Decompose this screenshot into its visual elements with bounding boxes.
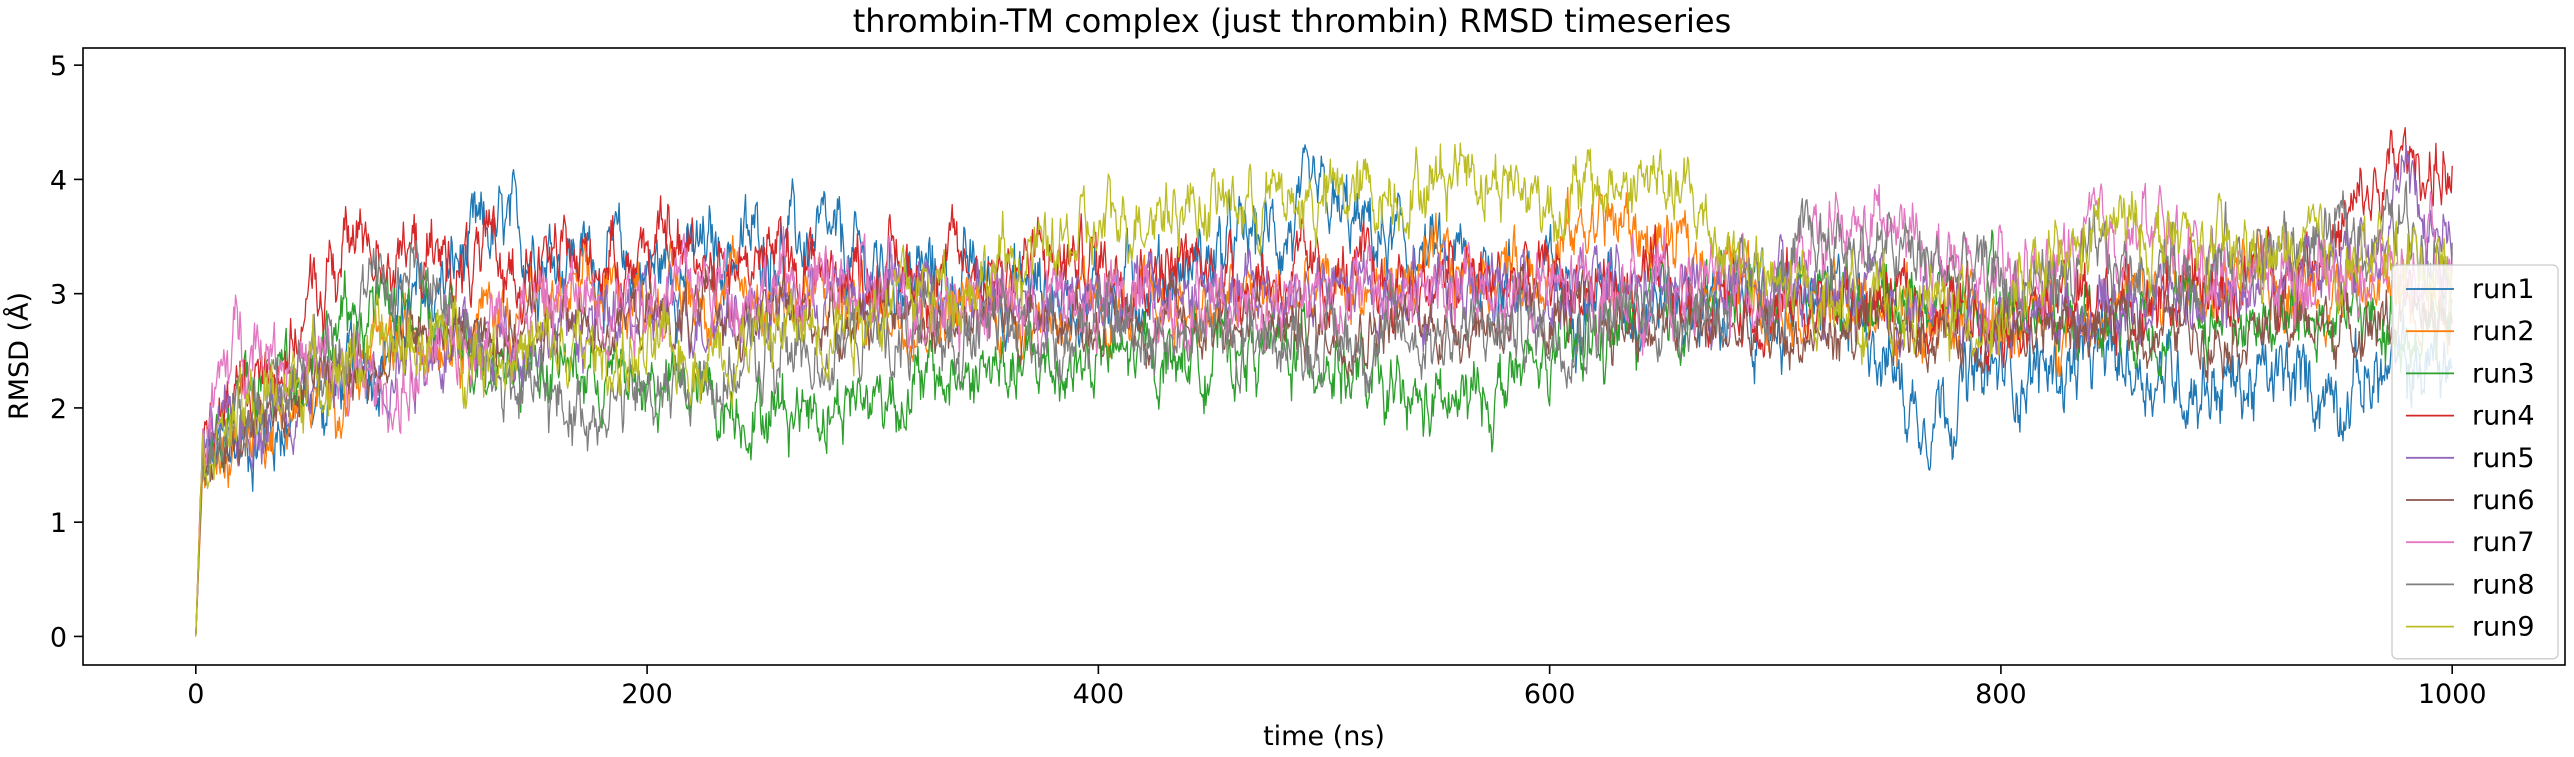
legend-label-run6: run6: [2472, 485, 2535, 516]
legend-label-run8: run8: [2472, 569, 2535, 600]
x-tick-label: 400: [1073, 679, 1125, 710]
y-tick-label: 2: [50, 394, 67, 425]
legend-label-run2: run2: [2472, 316, 2535, 347]
legend-box: [2391, 264, 2559, 660]
x-tick-label: 600: [1524, 679, 1576, 710]
legend-label-run5: run5: [2472, 443, 2535, 474]
x-tick-label: 1000: [2418, 679, 2487, 710]
y-axis-label: RMSD (Å): [3, 292, 35, 420]
legend-label-run7: run7: [2472, 527, 2535, 558]
chart-title: thrombin-TM complex (just thrombin) RMSD…: [853, 2, 1731, 40]
y-axis: 0 1 2 3 4 5: [50, 51, 83, 653]
series-layer: [195, 127, 2453, 637]
series-line-run8: [195, 180, 2453, 637]
y-tick-label: 1: [50, 508, 67, 539]
x-tick-label: 0: [187, 679, 204, 710]
x-tick-label: 200: [621, 679, 673, 710]
y-tick-label: 5: [50, 51, 67, 82]
plot-frame: [82, 47, 2566, 666]
legend-label-run9: run9: [2472, 612, 2535, 643]
legend-label-run4: run4: [2472, 401, 2535, 432]
y-tick-label: 4: [50, 165, 67, 196]
series-line-run1: [195, 144, 2453, 637]
series-line-run3: [195, 229, 2453, 637]
x-axis-label: time (ns): [1263, 721, 1385, 752]
series-line-run9: [195, 142, 2453, 637]
legend: run1 run2 run3 run4 run5 run6 run7 run8 run9: [2391, 264, 2559, 660]
legend-label-run3: run3: [2472, 358, 2535, 389]
x-tick-label: 800: [1975, 679, 2027, 710]
x-axis: 0 200 400 600 800 1000: [187, 665, 2487, 710]
legend-label-run1: run1: [2472, 274, 2535, 305]
y-tick-label: 0: [50, 622, 67, 653]
y-tick-label: 3: [50, 280, 67, 311]
